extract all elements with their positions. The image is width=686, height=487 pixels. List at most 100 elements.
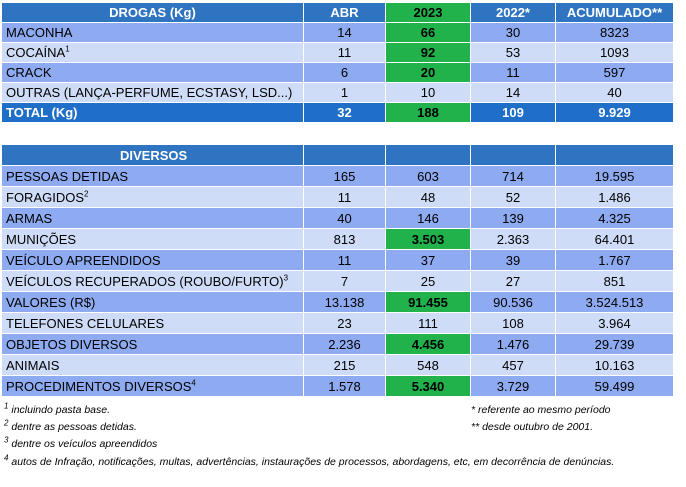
table-row: ANIMAIS 215 548 457 10.163	[1, 354, 674, 376]
table-row: VALORES (R$) 13.138 91.455 90.536 3.524.513	[1, 291, 674, 313]
cell-2022: 27	[470, 270, 556, 292]
cell-2022: 14	[470, 82, 556, 103]
row-label: PESSOAS DETIDAS	[1, 165, 304, 187]
cell-accumulated: 10.163	[555, 354, 674, 376]
cell-2023: 48	[385, 186, 471, 208]
cell-abr: 23	[303, 312, 386, 334]
cell-abr: 11	[303, 42, 386, 63]
header-empty-cell	[470, 144, 556, 166]
misc-header-title: DIVERSOS	[1, 144, 304, 166]
table-row: VEÍCULO APREENDIDOS 11 37 39 1.767	[1, 249, 674, 271]
row-label-text: VEÍCULOS RECUPERADOS (ROUBO/FURTO)	[6, 273, 284, 289]
table-row: ARMAS 40 146 139 4.325	[1, 207, 674, 229]
cell-2023: 92	[385, 42, 471, 63]
cell-accumulated: 1.767	[555, 249, 674, 271]
footnote-line: 2 dentre as pessoas detidas.	[4, 419, 157, 436]
row-label-text: OBJETOS DIVERSOS	[6, 336, 138, 352]
cell-accumulated: 64.401	[555, 228, 674, 250]
row-label-text: ANIMAIS	[6, 357, 60, 373]
cell-2023: 25	[385, 270, 471, 292]
cell-accumulated: 1.486	[555, 186, 674, 208]
row-label-text: COCAÍNA	[6, 45, 66, 60]
cell-2022: 108	[470, 312, 556, 334]
total-row: TOTAL (Kg) 32 188 109 9.929	[1, 102, 674, 123]
row-label: FORAGIDOS2	[1, 186, 304, 208]
footnote-marker: 2	[4, 418, 9, 428]
footnote-text: incluindo pasta base.	[8, 404, 111, 416]
cell-abr: 11	[303, 186, 386, 208]
footnote-line: ** desde outubro de 2001.	[471, 421, 594, 433]
footnote-marker: 3	[4, 435, 9, 445]
footnote-marker: 3	[283, 273, 289, 283]
footnote-4: 4 autos de Infração, notificações, multa…	[4, 454, 615, 468]
table-row: OUTRAS (LANÇA-PERFUME, ECSTASY, LSD...) 1…	[1, 82, 674, 103]
row-label: VEÍCULOS RECUPERADOS (ROUBO/FURTO)3	[1, 270, 304, 292]
row-label: VEÍCULO APREENDIDOS	[1, 249, 304, 271]
footnote-line: 1 incluindo pasta base.	[4, 402, 157, 419]
footnote-text: autos de Infração, notificações, multas,…	[8, 456, 615, 468]
total-abr: 32	[303, 102, 386, 123]
cell-2022: 457	[470, 354, 556, 376]
footnote-text: dentre as pessoas detidas.	[8, 421, 137, 433]
cell-2022: 30	[470, 22, 556, 43]
footnote-marker: 1	[65, 44, 70, 54]
cell-abr: 165	[303, 165, 386, 187]
table-row: PROCEDIMENTOS DIVERSOS4 1.578 5.340 3.729 59…	[1, 375, 674, 397]
row-label: ANIMAIS	[1, 354, 304, 376]
cell-accumulated: 19.595	[555, 165, 674, 187]
cell-2022: 139	[470, 207, 556, 229]
table-row: PESSOAS DETIDAS 165 603 714 19.595	[1, 165, 674, 187]
cell-2023: 4.456	[385, 333, 471, 355]
cell-2023: 548	[385, 354, 471, 376]
drugs-header-row: DROGAS (Kg) ABR 2023 2022* ACUMULADO**	[1, 2, 674, 23]
cell-abr: 215	[303, 354, 386, 376]
cell-accumulated: 59.499	[555, 375, 674, 397]
row-label-text: CRACK	[6, 65, 52, 80]
cell-2022: 11	[470, 62, 556, 83]
cell-2022: 39	[470, 249, 556, 271]
cell-abr: 1.578	[303, 375, 386, 397]
column-header: 2023	[385, 2, 471, 23]
cell-2022: 52	[470, 186, 556, 208]
cell-abr: 813	[303, 228, 386, 250]
column-header: DROGAS (Kg)	[1, 2, 304, 23]
total-2023: 188	[385, 102, 471, 123]
row-label-text: VEÍCULO APREENDIDOS	[6, 252, 161, 268]
drugs-table: DROGAS (Kg) ABR 2023 2022* ACUMULADO** MACONH…	[1, 2, 674, 123]
header-empty-cell	[385, 144, 471, 166]
total-label: TOTAL (Kg)	[1, 102, 304, 123]
cell-2023: 146	[385, 207, 471, 229]
header-empty-cell	[303, 144, 386, 166]
cell-accumulated: 8323	[555, 22, 674, 43]
row-label-text: PROCEDIMENTOS DIVERSOS	[6, 378, 192, 394]
row-label: VALORES (R$)	[1, 291, 304, 313]
cell-abr: 11	[303, 249, 386, 271]
cell-2022: 3.729	[470, 375, 556, 397]
cell-abr: 7	[303, 270, 386, 292]
row-label-text: MUNIÇÕES	[6, 231, 77, 247]
row-label: CRACK	[1, 62, 304, 83]
header-empty-cell	[555, 144, 674, 166]
row-label-text: ARMAS	[6, 210, 53, 226]
cell-2023: 37	[385, 249, 471, 271]
table-row: MUNIÇÕES 813 3.503 2.363 64.401	[1, 228, 674, 250]
total-accumulated: 9.929	[555, 102, 674, 123]
row-label: MUNIÇÕES	[1, 228, 304, 250]
row-label: PROCEDIMENTOS DIVERSOS4	[1, 375, 304, 397]
footnote-marker: 4	[191, 378, 196, 388]
total-2022: 109	[470, 102, 556, 123]
row-label: MACONHA	[1, 22, 304, 43]
cell-accumulated: 29.739	[555, 333, 674, 355]
cell-abr: 2.236	[303, 333, 386, 355]
row-label-text: VALORES (R$)	[6, 294, 96, 310]
cell-2022: 2.363	[470, 228, 556, 250]
table-row: CRACK 6 20 11 597	[1, 62, 674, 83]
row-label: ARMAS	[1, 207, 304, 229]
footnotes-left: 1 incluindo pasta base. 2 dentre as pesso…	[4, 402, 157, 453]
cell-abr: 13.138	[303, 291, 386, 313]
cell-2023: 20	[385, 62, 471, 83]
row-label: COCAÍNA1	[1, 42, 304, 63]
cell-2022: 714	[470, 165, 556, 187]
cell-accumulated: 3.524.513	[555, 291, 674, 313]
cell-2022: 1.476	[470, 333, 556, 355]
